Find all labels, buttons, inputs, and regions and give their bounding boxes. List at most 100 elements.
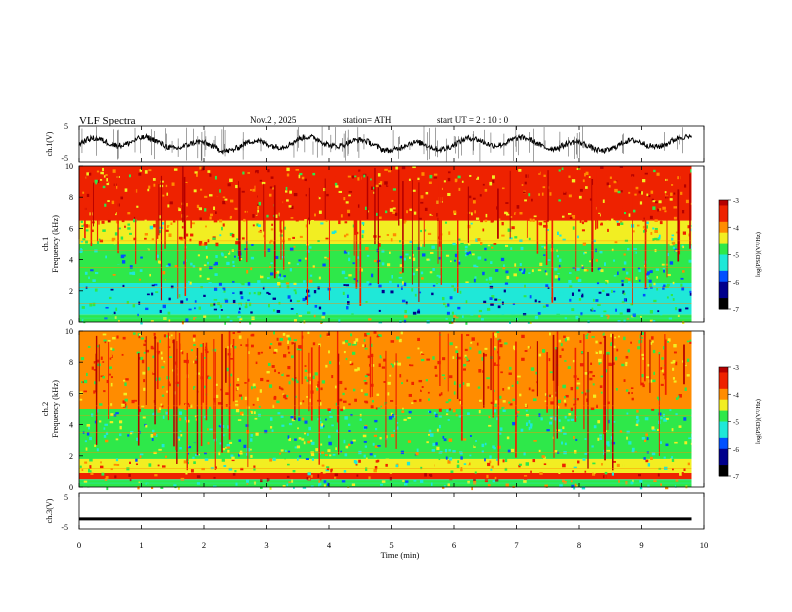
spectrogram-cell	[573, 486, 576, 490]
spectrogram-cell	[658, 305, 661, 309]
spectrogram-cell	[343, 197, 346, 201]
spectrogram-cell	[268, 245, 273, 249]
spectrogram-cell	[326, 226, 329, 228]
spectrogram-cell	[288, 205, 292, 208]
spectrogram-cell	[251, 333, 255, 337]
spectrogram-cell	[308, 279, 313, 283]
spectrogram-cell	[427, 391, 430, 394]
spectrogram-cell	[189, 287, 193, 291]
spectrogram-cell	[348, 403, 351, 406]
spectrogram-cell	[181, 351, 184, 355]
spectrogram-cell	[106, 181, 110, 186]
spectrogram-cell	[125, 378, 129, 381]
spectrogram-cell	[93, 369, 96, 371]
spectrogram-cell	[105, 167, 109, 170]
spectrogram-cell	[651, 340, 654, 343]
spectrogram-cell	[525, 462, 529, 466]
spectrogram-cell	[606, 220, 609, 223]
spectrogram-cell	[624, 212, 627, 215]
spectrogram-cell	[651, 408, 655, 411]
spectrogram-cell	[250, 422, 253, 426]
spectrogram-cell	[238, 394, 243, 397]
date-label: Nov.2 , 2025	[250, 115, 297, 125]
spectrogram-cell	[626, 436, 628, 440]
spectrogram-cell	[167, 346, 171, 349]
spectrogram-cell	[342, 392, 345, 396]
spectrogram-cell	[140, 337, 144, 340]
spectrogram-cell	[135, 458, 138, 462]
spectrogram-cell	[110, 413, 114, 417]
spectrogram-cell	[173, 168, 178, 171]
spectrogram-cell	[306, 477, 309, 480]
spectrogram-cell	[227, 404, 230, 407]
spectrogram-cell	[183, 460, 188, 464]
spectrogram-cell	[661, 369, 664, 373]
spectrogram-cell	[533, 215, 537, 218]
spectrogram-cell	[528, 387, 531, 391]
spectrogram-cell	[673, 213, 677, 217]
spectrogram-cell	[537, 380, 540, 385]
colorbar-swatch	[719, 426, 728, 431]
spectrogram-cell	[298, 259, 302, 262]
spectrogram-cell	[504, 383, 508, 387]
spectrogram-cell	[168, 319, 171, 323]
spectrogram-cell	[160, 486, 164, 489]
spectrogram-cell	[631, 174, 635, 177]
spectrogram-cell	[127, 223, 131, 226]
spectrogram-cell	[113, 241, 116, 245]
spectrogram-cell	[669, 261, 674, 265]
spectrogram-cell	[529, 218, 532, 222]
spectrogram-cell	[631, 315, 634, 318]
spectrogram-cell	[305, 199, 308, 202]
spectrogram-cell	[523, 479, 527, 484]
spectrogram-cell	[170, 285, 174, 289]
spectrogram-cell	[628, 281, 631, 284]
spectrogram-cell	[89, 436, 92, 441]
spectrogram-cell	[168, 356, 173, 358]
spectrogram-cell	[245, 300, 248, 303]
spectrogram-cell	[234, 337, 238, 340]
spectrogram-cell	[490, 170, 494, 173]
spectrogram-cell	[368, 289, 371, 291]
spectrogram-cell	[94, 179, 98, 183]
spectrogram-cell	[139, 169, 142, 172]
spectrogram-cell	[306, 433, 309, 436]
spectrogram-cell	[477, 171, 480, 175]
spectrogram-cell	[208, 376, 212, 380]
spectrogram-cell	[184, 408, 188, 410]
spectrogram-cell	[103, 434, 107, 438]
spectrogram-cell	[112, 314, 115, 318]
spectrogram-cell	[295, 277, 298, 280]
spectrogram-cell	[123, 229, 128, 233]
spectrogram-cell	[287, 340, 290, 344]
spectrogram-cell	[194, 300, 197, 303]
spectrogram-cell	[448, 449, 451, 452]
spectrogram-cell	[432, 442, 436, 447]
spectrogram-cell	[636, 420, 639, 424]
spectrogram-cell	[80, 381, 84, 384]
spectrogram-cell	[505, 270, 509, 274]
spectrogram-cell	[447, 378, 451, 381]
spectrogram-cell	[327, 449, 331, 453]
spectrogram-cell	[351, 281, 354, 284]
spectrogram-cell	[119, 433, 122, 437]
spectrogram-cell	[412, 166, 416, 169]
spectrogram-cell	[194, 307, 196, 310]
spectrogram-cell	[424, 207, 428, 211]
spectrogram-cell	[146, 483, 149, 486]
spectrogram-cell	[167, 311, 171, 316]
spectrogram-cell	[352, 280, 356, 284]
spectrogram-cell	[83, 390, 88, 393]
spectrogram-cell	[466, 252, 469, 256]
spectrogram-cell	[421, 353, 425, 355]
spectrogram-cell	[219, 234, 222, 237]
spectrogram-cell	[389, 476, 392, 481]
spectrogram-cell	[403, 403, 407, 406]
spectrogram-cell	[378, 235, 381, 238]
spectrogram-cell	[386, 360, 390, 365]
spectrogram-cell	[637, 267, 640, 270]
spectrogram-cell	[598, 358, 602, 363]
spectrogram-cell	[610, 436, 613, 440]
spectrogram-cell	[287, 238, 291, 241]
spectrogram-cell	[569, 332, 573, 336]
